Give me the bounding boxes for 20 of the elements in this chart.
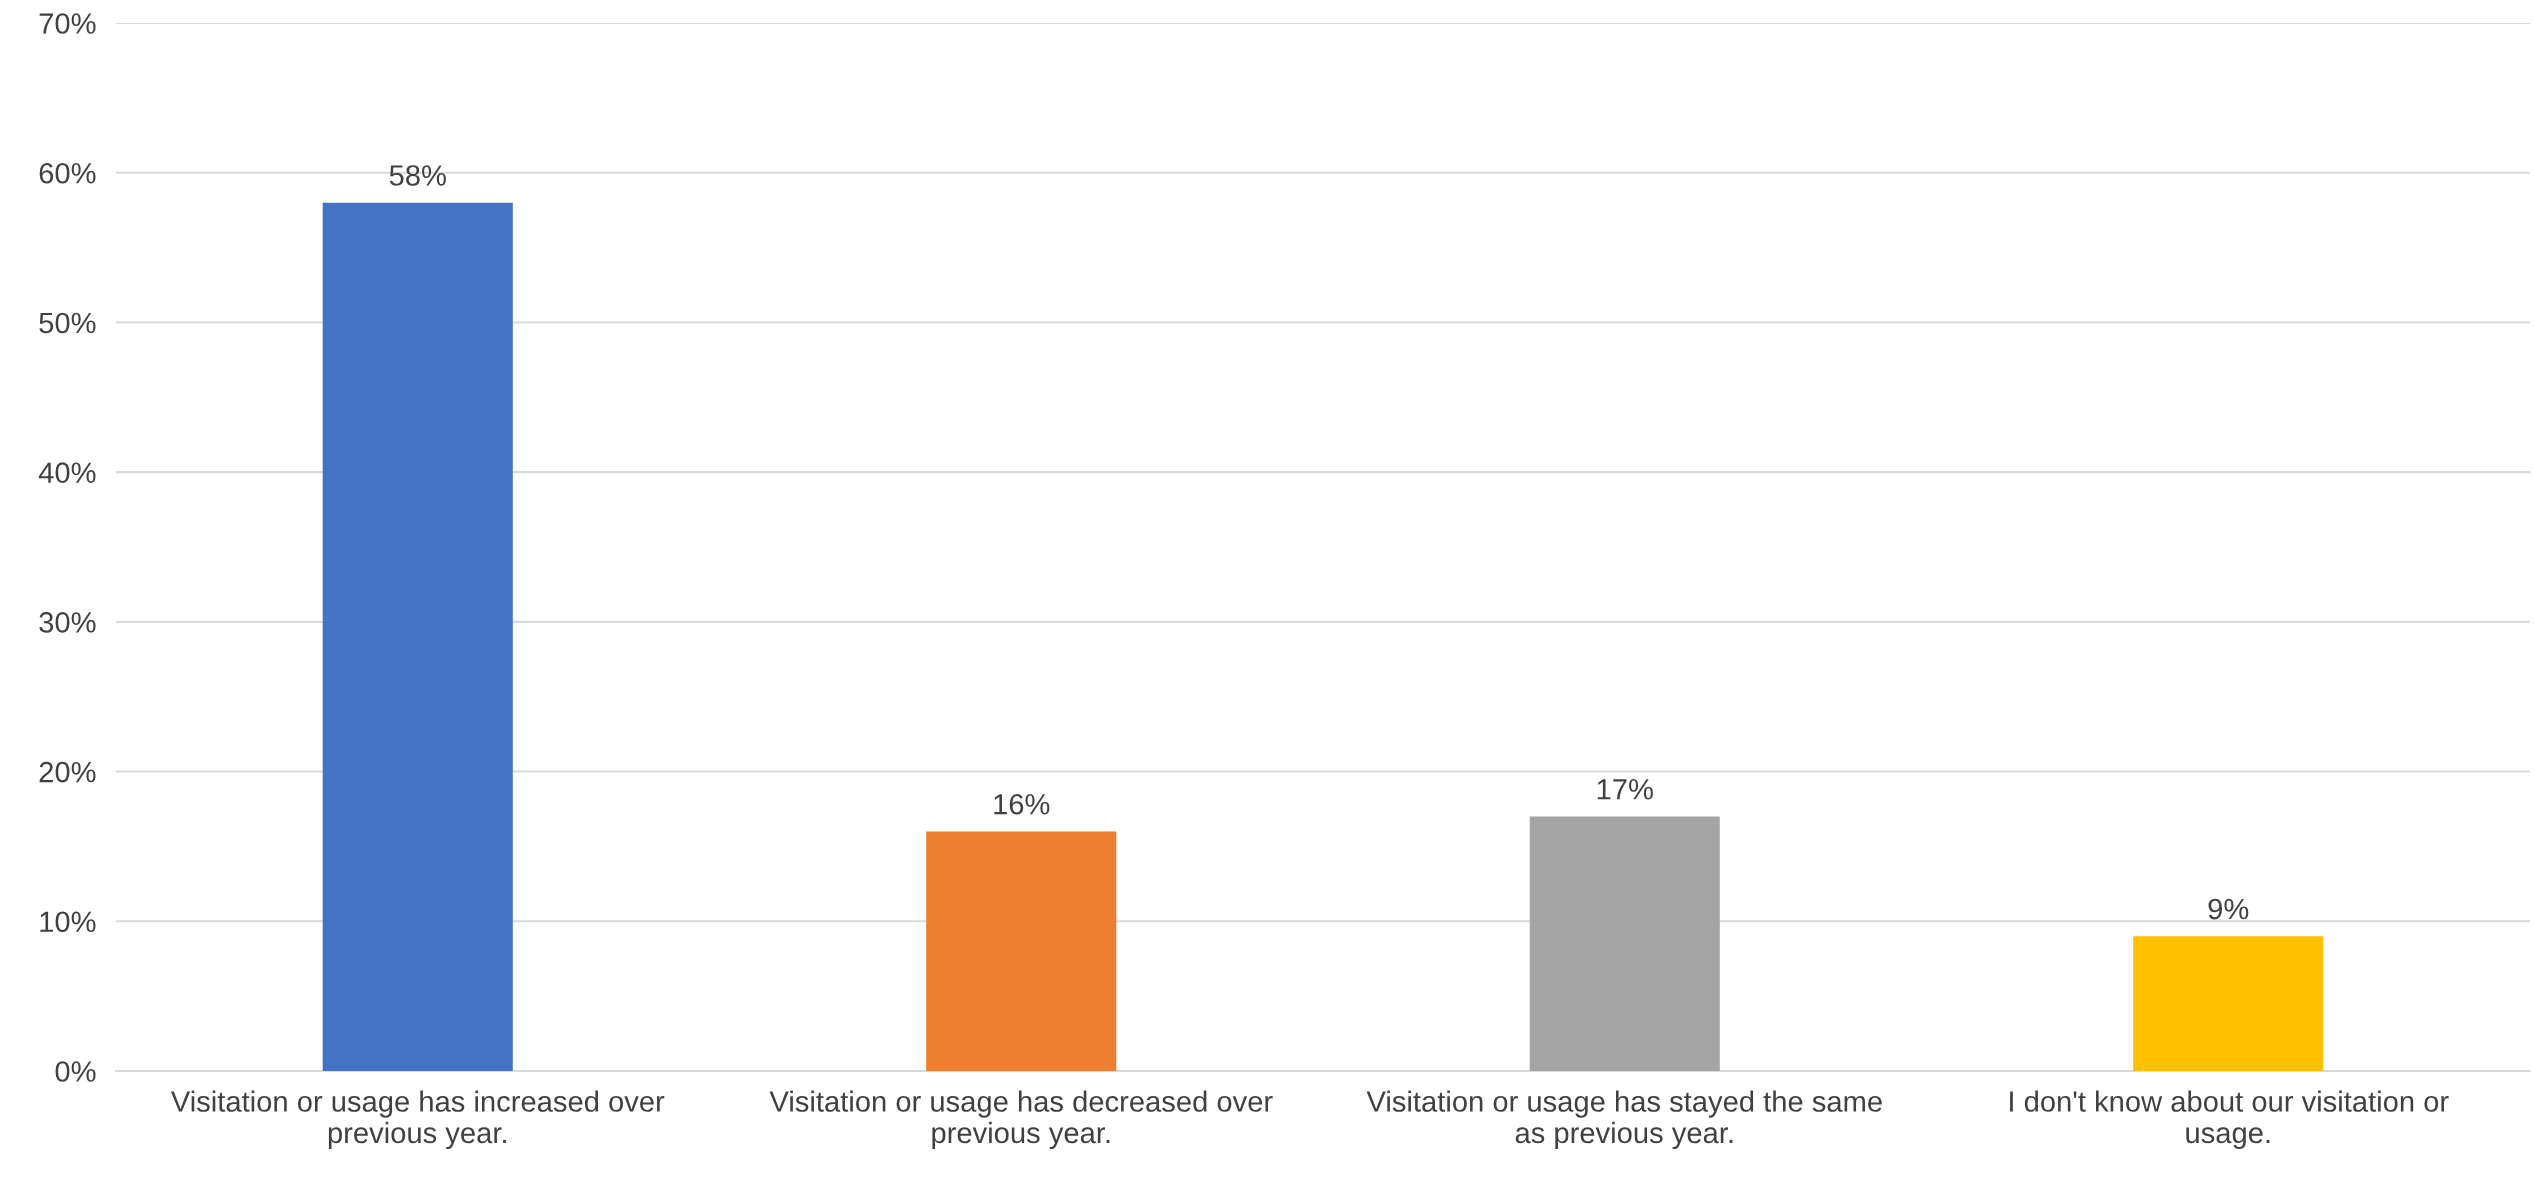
y-tick-label: 50%	[39, 312, 96, 334]
y-tick-label: 70%	[39, 13, 96, 34]
x-tick-label: I don't know about our visitation or usage.	[2010, 1090, 2449, 1150]
x-tick-label: Visitation or usage has increased over previous year.	[170, 1090, 665, 1150]
y-tick-label: 20%	[39, 761, 96, 783]
y-tick-label: 60%	[39, 162, 96, 184]
y-tick-label: 0%	[55, 1061, 96, 1082]
x-tick-label: Visitation or usage has stayed the same as previous year.	[1366, 1090, 1882, 1150]
data-label: 58%	[389, 165, 446, 186]
data-label: 17%	[1597, 779, 1653, 800]
bar	[2133, 936, 2324, 1071]
y-tick-label: 30%	[39, 612, 96, 633]
y-tick-label: 40%	[38, 462, 96, 483]
data-label: 16%	[994, 793, 1050, 815]
data-label: 9%	[2208, 898, 2249, 920]
bar	[1529, 816, 1720, 1071]
bar	[926, 831, 1117, 1071]
y-tick-label: 10%	[40, 911, 96, 933]
bar	[322, 202, 513, 1071]
x-tick-label: Visitation or usage has decreased over previous year.	[769, 1090, 1273, 1150]
